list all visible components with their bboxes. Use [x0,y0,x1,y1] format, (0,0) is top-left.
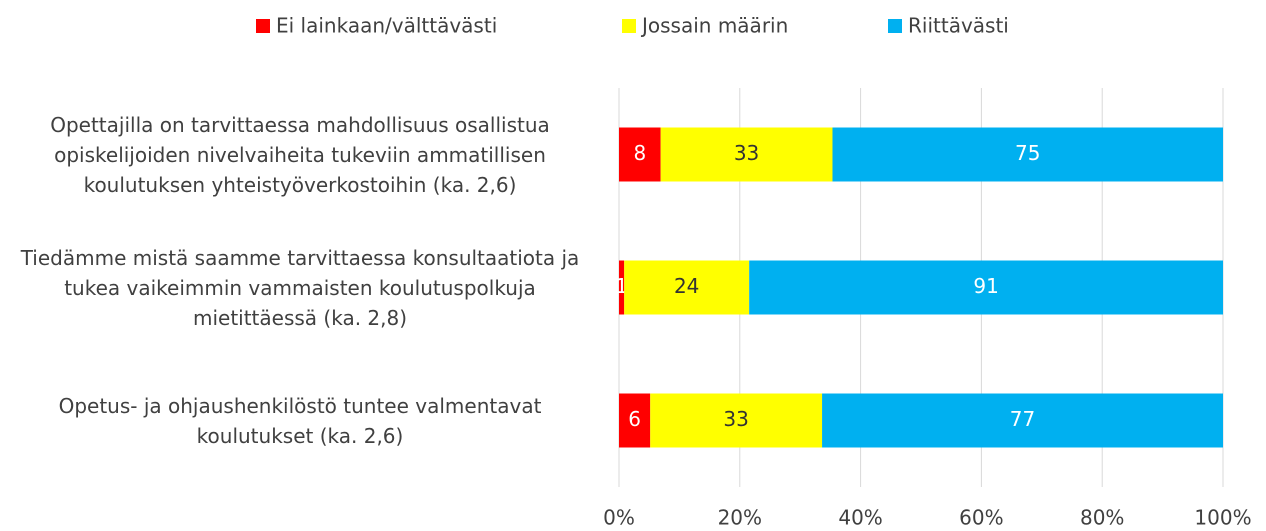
bar [619,260,625,315]
data-label: 33 [734,141,759,165]
data-label: 77 [1010,407,1035,431]
bar [832,127,1223,182]
bar [650,393,823,448]
data-label: 91 [973,274,998,298]
data-label: 75 [1015,141,1040,165]
x-tick-label: 80% [1080,506,1124,530]
bar [749,260,1223,315]
data-label: 33 [723,407,748,431]
legend-swatch [622,19,636,33]
bar [619,127,661,182]
legend-label: Ei lainkaan/välttävästi [276,14,497,38]
bar [624,260,750,315]
bar [822,393,1223,448]
y-tick-label: Opetus- ja ohjaushenkilöstö tuntee valme… [58,393,542,448]
x-tick-label: 40% [838,506,882,530]
data-label: 8 [633,141,646,165]
x-tick-label: 100% [1194,506,1251,530]
legend-swatch [256,19,270,33]
data-label: 24 [674,274,699,298]
y-tick-label: Tiedämme mistä saamme tarvittaessa konsu… [20,245,580,330]
legend-label: Jossain määrin [640,14,788,38]
data-label: 6 [628,407,641,431]
bar [660,127,833,182]
y-tick-label: Opettajilla on tarvittaessa mahdollisuus… [50,112,550,197]
bar [619,393,651,448]
x-tick-label: 20% [718,506,762,530]
legend-swatch [888,19,902,33]
legend-label: Riittävästi [908,14,1009,38]
x-tick-label: 0% [603,506,635,530]
x-tick-label: 60% [959,506,1003,530]
